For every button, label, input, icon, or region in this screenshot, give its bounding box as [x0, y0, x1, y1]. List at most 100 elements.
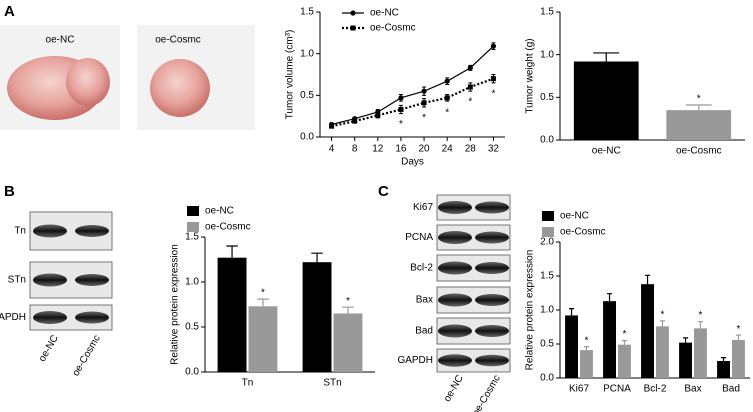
blot-row-label: Ki67 — [413, 202, 433, 213]
significance: * — [697, 94, 701, 105]
error-bar — [621, 340, 628, 345]
blot-row-label: PCNA — [405, 232, 433, 243]
x-tick-label: oe-Cosmc — [676, 146, 722, 157]
lane-label: oe-NC — [37, 333, 61, 364]
significance: * — [585, 335, 589, 346]
blot-band — [33, 311, 67, 324]
x-tick-label: Bax — [684, 384, 701, 395]
bar — [618, 344, 631, 378]
blot-row-label: Bad — [415, 326, 433, 337]
error-bar — [226, 245, 238, 258]
bar — [717, 361, 730, 378]
error-bar — [593, 52, 620, 62]
legend-label: oe-NC — [205, 206, 234, 217]
series-line — [331, 45, 494, 126]
blot-band — [75, 225, 109, 237]
y-tick-label: 1.5 — [540, 271, 554, 282]
bar — [333, 313, 363, 372]
marker — [490, 43, 497, 49]
bar — [603, 301, 616, 378]
bar — [248, 306, 278, 372]
marker — [444, 95, 450, 101]
blot-band — [33, 273, 67, 287]
y-tick-label: 0.0 — [300, 132, 314, 143]
legend-swatch — [542, 227, 554, 237]
y-tick-label: 0.5 — [185, 322, 199, 333]
significance: * — [261, 288, 265, 299]
bar — [641, 284, 654, 378]
error-bar — [606, 293, 613, 302]
significance: * — [445, 107, 449, 118]
significance: * — [623, 329, 627, 340]
marker — [375, 112, 381, 118]
y-tick-label: 2.0 — [540, 237, 554, 248]
marker — [398, 107, 404, 112]
blot-band — [438, 354, 472, 367]
panel-label: C — [378, 183, 389, 200]
panel-label: A — [4, 3, 15, 20]
panel-label: B — [4, 183, 15, 200]
blot-row-label: Bcl-2 — [410, 263, 433, 274]
lane-label: oe-Cosmc — [71, 333, 103, 378]
y-axis-label: Tumor volume (cm³) — [285, 30, 296, 120]
y-axis-label: Relative protein expression — [525, 250, 536, 371]
marker — [398, 95, 404, 101]
x-tick-label: Bcl-2 — [644, 384, 667, 395]
lane-label: oe-Cosmc — [471, 373, 503, 412]
error-bar — [735, 334, 742, 340]
y-tick-label: 1.0 — [185, 277, 199, 288]
y-axis-label: Relative protein expression — [170, 244, 181, 365]
blot-band — [475, 354, 509, 367]
marker — [350, 25, 356, 31]
blot-band — [438, 201, 472, 214]
y-tick-label: 1.5 — [185, 232, 199, 243]
significance: * — [737, 324, 741, 335]
y-tick-label: 0.5 — [540, 92, 554, 103]
legend-label: oe-NC — [370, 8, 399, 19]
bar — [580, 350, 593, 378]
error-bar — [342, 306, 354, 314]
blot-band — [438, 293, 472, 307]
significance: * — [491, 88, 495, 99]
blot-band — [475, 294, 509, 306]
blot-band — [475, 325, 509, 337]
blot-band — [75, 274, 109, 286]
legend-swatch — [542, 211, 554, 221]
x-tick-label: 20 — [419, 144, 431, 155]
x-tick-label: Tn — [242, 378, 254, 389]
marker — [467, 65, 473, 71]
lane-label: oe-NC — [442, 373, 466, 404]
significance: * — [468, 97, 472, 108]
error-bar — [583, 346, 590, 351]
legend-label: oe-NC — [560, 211, 589, 222]
x-tick-label: PCNA — [603, 384, 631, 395]
legend-label: oe-Cosmc — [205, 222, 251, 233]
error-bar — [311, 252, 323, 263]
tumor — [66, 58, 110, 106]
marker — [421, 88, 427, 94]
blot-band — [438, 231, 472, 244]
y-tick-label: 1.0 — [540, 305, 554, 316]
error-bar — [697, 320, 704, 329]
blot-band — [438, 324, 472, 338]
marker — [352, 118, 358, 124]
error-bar — [682, 337, 689, 343]
error-bar — [644, 274, 651, 285]
y-tick-label: 1.0 — [300, 48, 314, 59]
y-tick-label: 1.0 — [540, 49, 554, 60]
bar — [573, 61, 639, 140]
x-tick-label: Ki67 — [569, 384, 589, 395]
error-bar — [720, 357, 727, 361]
bar — [302, 262, 332, 372]
bar — [679, 342, 692, 378]
bar — [565, 315, 578, 378]
blot-row-label: Tn — [14, 226, 26, 237]
legend-swatch — [187, 206, 199, 216]
bar — [217, 257, 247, 372]
blot-row-label: GAPDH — [397, 355, 433, 366]
significance: * — [699, 310, 703, 321]
marker — [467, 84, 473, 90]
series-line — [331, 77, 494, 128]
marker — [350, 10, 356, 16]
